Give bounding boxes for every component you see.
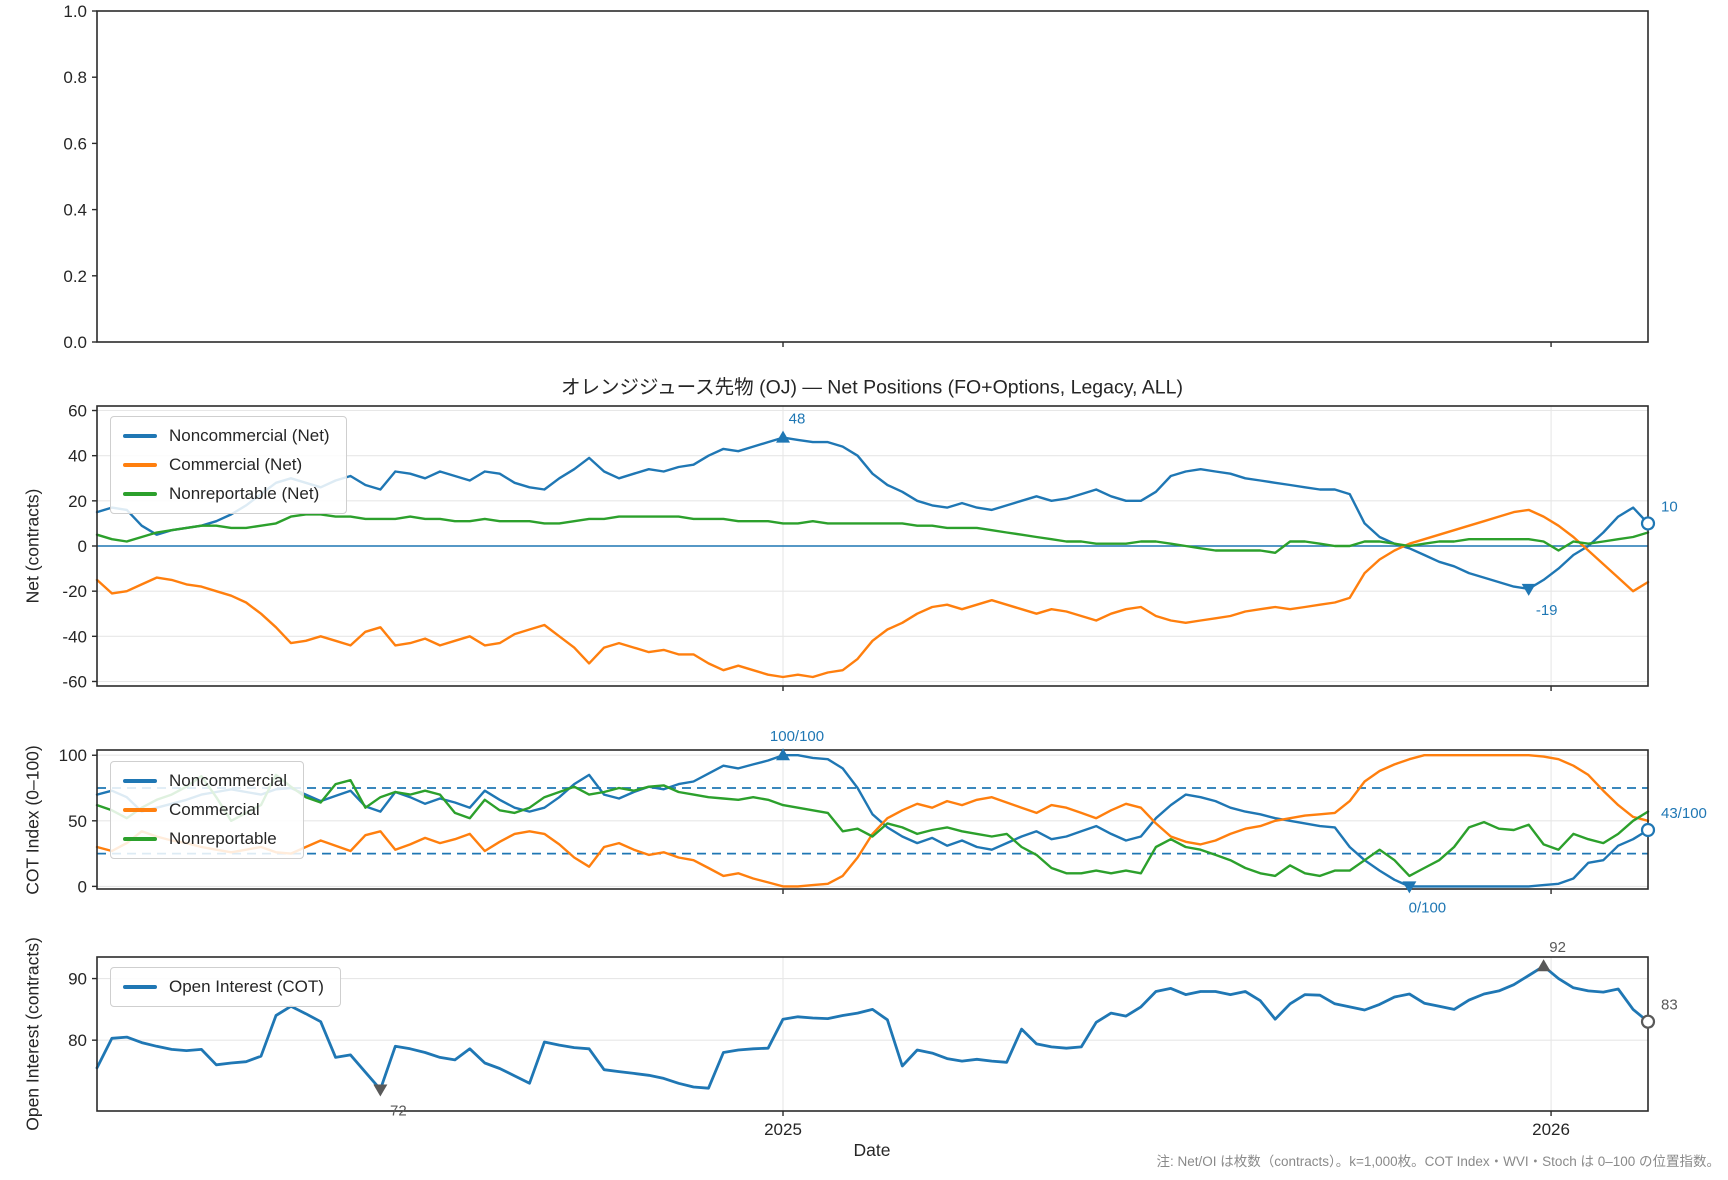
y-tick-label: 0 [78,537,87,556]
x-axis-label: Date [853,1140,891,1160]
legend-item: Noncommercial (Net) [123,426,330,446]
series-line-nonreportable [95,773,1650,878]
annotation-72: 72 [390,1102,407,1119]
annotation-43-100: 43/100 [1661,805,1707,822]
legend-item: Nonreportable [123,829,287,849]
legend-cot-index: Noncommercial Commercial Nonreportable [110,761,305,859]
marker-last-value [1640,516,1656,531]
annotation-48: 48 [789,411,806,428]
legend-label: Noncommercial (Net) [169,426,330,445]
marker-peak [1536,959,1551,972]
series-line-noncommercial [95,754,1650,888]
x-tick-label: 2026 [1532,1120,1570,1139]
annotation-100-100: 100/100 [770,728,824,745]
panel-frame-open-interest [96,956,1649,1112]
y-tick-label: 50 [68,812,87,831]
legend-line-swatch [123,492,157,496]
y-axis-label-net: Net (contracts) [22,488,43,604]
y-tick-label: 100 [59,746,87,765]
annotation-0-100: 0/100 [1409,899,1447,916]
marker-last-value [1640,822,1656,838]
series-line-nonreportable-net [95,513,1650,554]
series-line-commercial-net [95,508,1650,679]
legend-line-swatch [123,779,157,783]
legend-label: Nonreportable [169,829,277,848]
y-tick-label: -20 [62,582,87,601]
y-tick-label: 0.8 [63,68,87,87]
legend-net-positions: Noncommercial (Net) Commercial (Net) Nonre… [110,416,347,514]
panel-frame-cot-index [96,749,1649,890]
legend-item: Open Interest (COT) [123,977,324,997]
legend-line-swatch [123,463,157,467]
y-tick-label: 0.0 [63,333,87,352]
series-line-noncommercial-net [95,436,1650,591]
legend-label: Noncommercial [169,771,288,790]
legend-line-swatch [123,808,157,812]
panel-frame-empty-top-panel [96,10,1649,343]
marker-trough [1521,583,1536,596]
annotation-83: 83 [1661,997,1678,1014]
marker-trough [1402,881,1417,894]
y-tick-label: 20 [68,492,87,511]
legend-open-interest: Open Interest (COT) [110,967,341,1007]
y-tick-label: 0.4 [63,201,87,220]
y-tick-label: -60 [62,672,87,691]
legend-label: Commercial (Net) [169,455,303,474]
y-tick-label: 0 [78,877,87,896]
marker-last-value [1640,1014,1656,1029]
y-tick-label: 90 [68,970,87,989]
annotation-19: -19 [1536,602,1558,619]
y-tick-label: 0.6 [63,134,87,153]
legend-item: Nonreportable (Net) [123,484,330,504]
legend-label: Commercial [169,800,260,819]
y-axis-label-open-interest: Open Interest (contracts) [22,937,43,1131]
y-tick-label: 60 [68,402,87,421]
series-line-open-interest-cot [95,964,1650,1091]
x-tick-label: 2025 [764,1120,802,1139]
footnote: 注: Net/OI は枚数（contracts）。k=1,000枚。COT In… [1156,1154,1720,1169]
series-line-commercial [95,754,1650,888]
marker-peak [776,748,791,761]
legend-label: Nonreportable (Net) [169,484,320,503]
legend-label: Open Interest (COT) [169,977,324,996]
y-tick-label: 40 [68,447,87,466]
legend-item: Commercial [123,800,287,820]
marker-peak [776,430,791,443]
legend-item: Noncommercial [123,771,287,791]
legend-line-swatch [123,837,157,841]
chart-title: オレンジジュース先物 (OJ) — Net Positions (FO+Opti… [560,376,1184,399]
legend-line-swatch [123,434,157,438]
y-tick-label: 0.2 [63,267,87,286]
y-axis-label-cot-index: COT Index (0–100) [22,745,43,895]
legend-item: Commercial (Net) [123,455,330,475]
y-tick-label: -40 [62,627,87,646]
y-tick-label: 1.0 [63,2,87,21]
legend-line-swatch [123,985,157,989]
annotation-92: 92 [1549,939,1566,956]
y-tick-label: 80 [68,1031,87,1050]
marker-trough [373,1084,388,1097]
annotation-10: 10 [1661,498,1678,515]
